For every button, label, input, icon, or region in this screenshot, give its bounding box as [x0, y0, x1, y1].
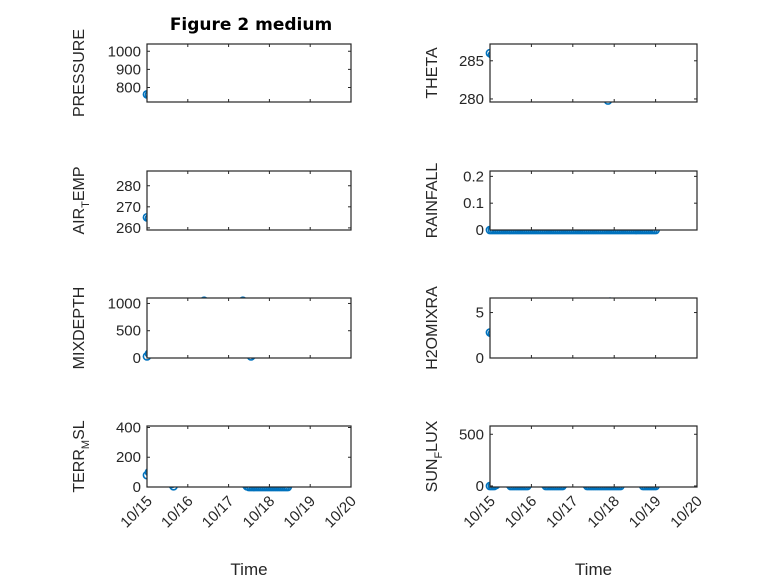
axes-row3-left: 0 500 1000 MIXDEPTH	[71, 287, 352, 370]
y-tick-label: 0	[476, 222, 484, 239]
x-axis-label: Time	[575, 560, 612, 579]
x-tick-label: 10/16	[502, 493, 541, 532]
y-tick-label: 0	[133, 350, 141, 367]
axes-frame	[489, 43, 698, 103]
y-axis-label: AIRTEMP	[71, 166, 92, 234]
y-axis-label: TERRMSL	[71, 420, 92, 492]
y-tick-label: 1000	[108, 43, 141, 60]
y-axis-label: RAINFALL	[424, 163, 441, 239]
x-tick-label: 10/16	[158, 493, 197, 532]
axes-top-right: 280 285 THETA	[424, 43, 698, 108]
y-axis-label: MIXDEPTH	[71, 287, 88, 370]
x-tick-label: 10/18	[240, 493, 279, 532]
x-axis-label: Time	[230, 560, 267, 579]
figure-title: Figure 2 medium	[170, 15, 332, 35]
y-tick-label: 0	[133, 479, 141, 496]
y-tick-label: 285	[459, 53, 484, 70]
axes-frame	[146, 170, 352, 231]
y-axis-label: SUNFLUX	[424, 420, 445, 492]
axes-row4-right: 10/15 10/16 10/17 10/18 10/19 10/20 0 500 SUNFLU…	[424, 420, 706, 579]
axes-frame	[489, 170, 698, 231]
y-tick-label: 0.2	[463, 168, 484, 185]
x-tick-label: 10/20	[321, 493, 360, 532]
y-tick-label: 400	[116, 419, 141, 436]
x-tick-label: 10/15	[117, 493, 156, 532]
axes-row3-right: 0 5 H2OMIXRA	[424, 286, 698, 370]
y-tick-label: 900	[116, 61, 141, 78]
y-axis-label: H2OMIXRA	[424, 286, 441, 370]
y-tick-label: 500	[116, 323, 141, 340]
axes-frame	[146, 425, 352, 488]
y-tick-label: 200	[116, 449, 141, 466]
y-tick-label: 500	[459, 426, 484, 443]
x-tick-label: 10/19	[280, 493, 319, 532]
y-tick-label: 0.1	[463, 195, 484, 212]
y-tick-label: 1000	[108, 295, 141, 312]
x-tick-label: 10/15	[460, 493, 499, 532]
y-tick-label: 5	[476, 305, 484, 322]
y-axis-label: PRESSURE	[71, 29, 88, 117]
x-tick-label: 10/18	[584, 493, 623, 532]
y-tick-label: 260	[116, 220, 141, 237]
y-tick-label: 270	[116, 199, 141, 216]
x-tick-label: 10/19	[626, 493, 665, 532]
axes-frame	[489, 425, 698, 488]
axes-frame	[489, 297, 698, 359]
y-tick-label: 0	[476, 350, 484, 367]
axes-row2-left: 260 270 280 AIRTEMP	[71, 166, 352, 237]
axes-frame	[146, 297, 352, 359]
axes-frame	[146, 43, 352, 103]
y-tick-label: 280	[459, 91, 484, 108]
x-tick-label: 10/17	[543, 493, 582, 532]
x-tick-label: 10/17	[199, 493, 238, 532]
y-axis-label: THETA	[424, 47, 441, 99]
axes-row2-right: 0 0.1 0.2 RAINFALL	[424, 163, 698, 239]
x-tick-label: 10/20	[667, 493, 706, 532]
y-tick-label: 800	[116, 80, 141, 97]
y-tick-label: 0	[476, 478, 484, 495]
y-tick-label: 280	[116, 178, 141, 195]
axes-row4-left: 10/15 10/16 10/17 10/18 10/19 10/20 0 200 400 TER…	[71, 419, 360, 579]
